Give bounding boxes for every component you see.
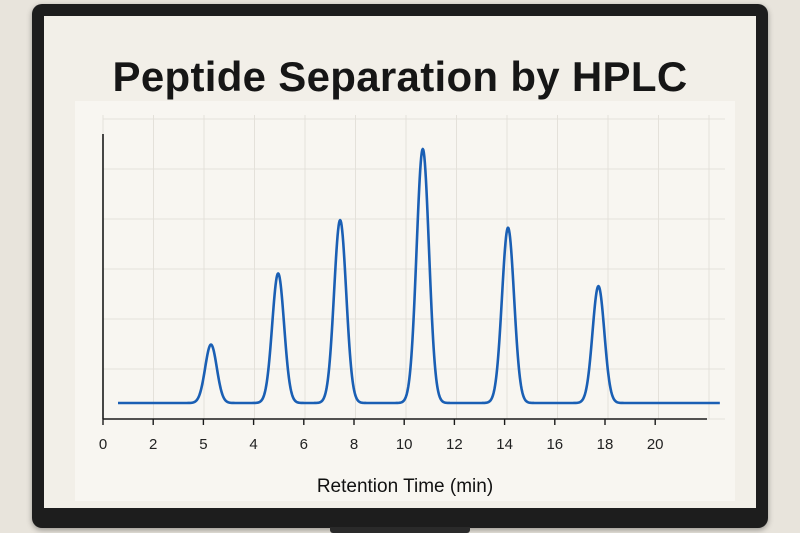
x-tick-label: 20: [647, 436, 664, 453]
x-tick-label: 18: [597, 436, 614, 453]
x-tick-label: 16: [546, 436, 563, 453]
x-tick-label: 8: [350, 436, 358, 453]
x-tick-label: 14: [496, 436, 513, 453]
grid: [102, 115, 725, 420]
x-tick-label: 10: [396, 436, 413, 453]
x-tick-label: 12: [446, 436, 463, 453]
x-tick-label: 2: [149, 436, 157, 453]
chart-screen: Peptide Separation by HPLC 0 2 5 4 6 8 10 12 14 1…: [44, 16, 756, 508]
chart-title: Peptide Separation by HPLC: [112, 53, 688, 100]
x-tick-label: 0: [99, 436, 107, 453]
monitor-stand: [330, 527, 470, 533]
x-axis-title: Retention Time (min): [317, 476, 493, 497]
x-tick-label: 5: [199, 436, 207, 453]
plot-background: [75, 101, 735, 501]
x-ticks: 0 2 5 4 6 8 10 12 14 16 18 20: [99, 419, 664, 453]
x-tick-label: 6: [300, 436, 308, 453]
chromatogram-chart: 0 2 5 4 6 8 10 12 14 16 18 20 Retention Time (min): [75, 101, 735, 501]
x-tick-label: 4: [249, 436, 257, 453]
chromatogram-trace: [117, 147, 721, 405]
